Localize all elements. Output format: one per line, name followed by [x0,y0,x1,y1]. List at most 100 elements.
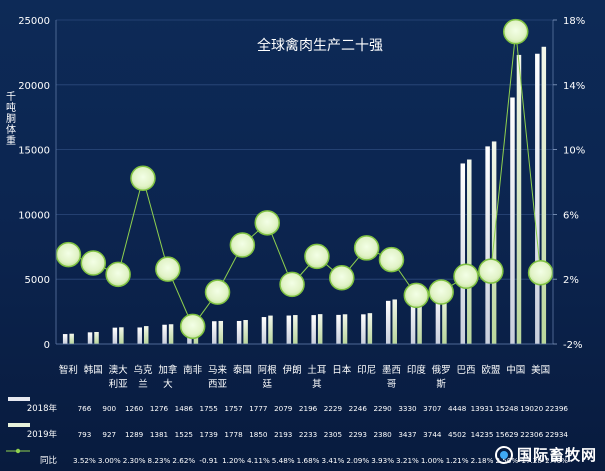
x-tick-label: 大 [163,378,173,390]
y-tick-label: 20000 [18,81,50,92]
bar-2018 [410,295,416,344]
yoy-point [329,264,355,291]
bar-2018 [435,286,441,344]
yoy-point [55,241,82,268]
y-tick-label: 25000 [18,16,50,27]
data-label: 1739 [200,430,219,439]
data-label: 3437 [398,430,416,439]
bar-2019 [317,314,323,344]
bar-2018 [261,317,267,344]
bar-2018 [510,97,515,345]
bar-2019 [541,46,547,344]
y2-tick-label: -2% [563,340,582,351]
data-label: 17.28 [521,456,542,465]
series-name: 同比 [40,455,57,466]
bar-2018 [361,314,366,344]
x-tick-label: 兰 [138,378,148,390]
data-label: 22934 [545,430,568,439]
x-tick-label: 印度 [407,364,427,376]
series-name: 2019年 [27,429,58,440]
data-label: 15248 [495,404,518,413]
data-label: 2.18% [471,456,494,465]
bar-2018 [62,334,68,344]
watermark: 国际畜牧网 [494,444,597,465]
bar-2018 [162,324,167,344]
x-tick-label: 其 [312,379,322,390]
data-label: 22396 [545,404,568,413]
watermark-text: 国际畜牧网 [516,446,597,464]
data-label: 2233 [299,430,317,439]
bar-2018 [87,332,93,344]
x-tick-label: 欧盟 [481,364,501,376]
data-label: 2.62% [172,456,195,465]
data-label: 4502 [448,430,466,439]
x-tick-label: 西亚 [208,379,228,390]
data-label: 2.30% [123,456,146,465]
bar-2018 [336,314,341,344]
x-tick-label: 澳大 [109,364,129,376]
bar-2018 [137,327,142,344]
data-label: 1289 [125,430,144,439]
bar-2019 [243,320,248,344]
data-label: 1777 [249,404,267,413]
x-tick-label: 利亚 [109,378,129,390]
data-label: 1.20% [222,456,245,465]
x-tick-label: 智利 [59,364,78,376]
data-label: 3707 [423,404,441,413]
data-label: 1260 [125,404,144,413]
data-label: 2079 [274,404,293,413]
data-label: 1486 [175,404,194,413]
x-tick-label: 土耳 [307,364,326,376]
data-label: 4.11% [247,456,270,465]
data-label: 5.48% [272,456,295,465]
y2-tick-label: 2% [563,275,579,286]
x-tick-label: 哥 [387,379,397,390]
data-label: 793 [78,430,92,439]
bar-2019 [293,315,298,344]
data-label: 2229 [324,404,343,413]
data-label: 2246 [349,404,368,413]
x-tick-label: 俄罗 [432,364,451,376]
bar-2019 [342,314,348,344]
y-tick-label: 10000 [18,210,50,221]
data-label: 2193 [274,430,292,439]
data-label: 1778 [224,430,243,439]
data-label: 3.41% [322,456,345,465]
x-tick-label: 加拿 [158,364,178,376]
y2-tick-label: 10% [563,146,585,157]
x-tick-label: 阿根 [258,364,278,376]
yoy-point [428,279,454,305]
x-tick-label: 中国 [506,364,525,376]
globe-logo-icon [494,445,513,464]
bar-2019 [467,159,472,344]
x-tick-label: 巴西 [457,365,476,376]
data-label: 1.68% [297,456,320,465]
data-label: 1755 [200,404,218,413]
data-label: 1381 [150,430,168,439]
x-tick-label: 廷 [262,378,272,390]
yoy-point [304,243,330,270]
bar-2018 [535,53,540,345]
yoy-point [403,282,430,309]
bar-2018 [311,315,316,344]
data-label: 3.93% [371,456,394,465]
data-label: 14235 [471,430,494,439]
yoy-point [254,210,280,236]
x-tick-label: 马来 [208,365,228,376]
data-label: 22306 [520,430,543,439]
x-tick-label: 日本 [332,364,352,376]
y-axis-label: 千吨 胴体重 [6,92,26,147]
y2-tick-label: 6% [563,210,579,221]
yoy-point [229,232,256,258]
data-label: 4448 [448,404,467,413]
data-label: 1757 [224,404,242,413]
yoy-point [130,165,156,192]
data-label: 766 [78,404,92,413]
x-tick-label: 美国 [531,364,550,376]
bar-2019 [367,313,373,344]
bar-2018 [286,315,292,344]
bar-2018 [212,321,217,344]
bar-2019 [218,320,224,344]
bar-2018 [236,320,242,344]
